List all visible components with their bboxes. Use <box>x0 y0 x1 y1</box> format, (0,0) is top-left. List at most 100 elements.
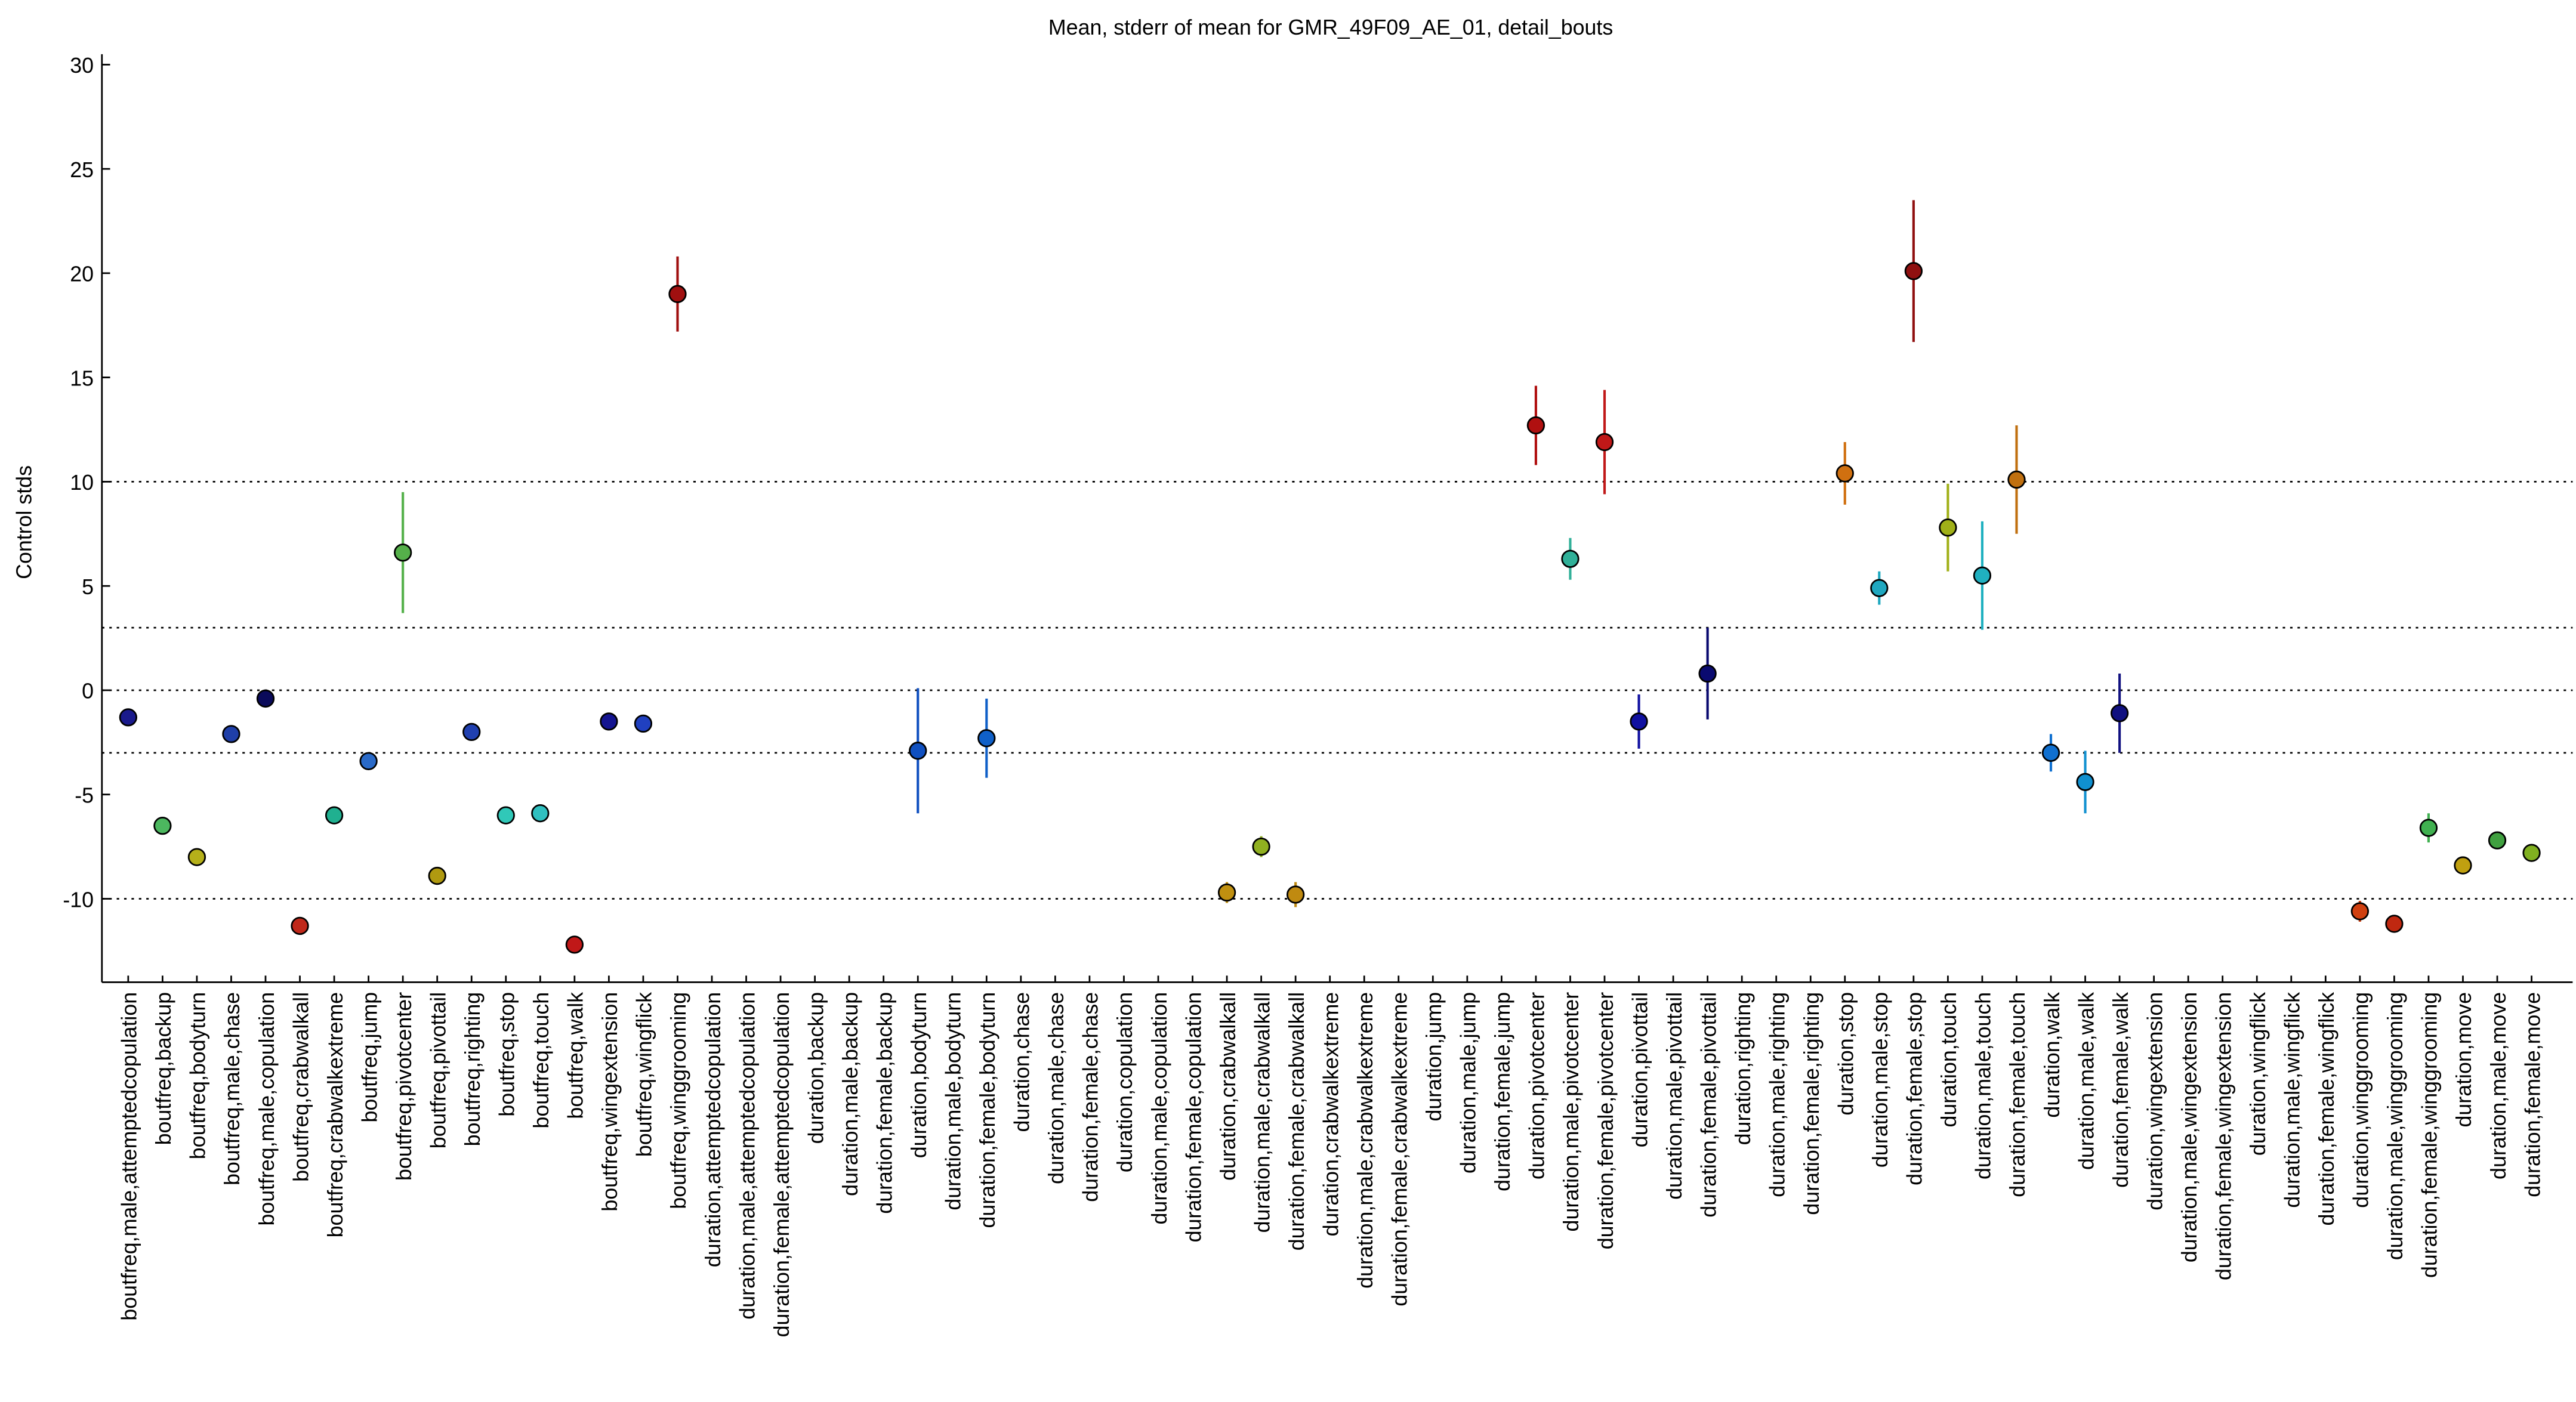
x-tick-label: duration,male,bodyturn <box>942 992 965 1210</box>
mean-marker <box>187 848 206 866</box>
chart-title: Mean, stderr of mean for GMR_49F09_AE_01… <box>1048 16 1613 39</box>
mean-marker <box>2076 773 2094 791</box>
x-tick-label: duration,touch <box>1937 992 1961 1128</box>
x-tick-label: duration,move <box>2452 992 2476 1128</box>
mean-marker <box>2454 856 2472 875</box>
mean-marker <box>428 866 446 885</box>
x-tick-label: duration,male,crabwalkall <box>1250 992 1274 1233</box>
x-tick-label: boutfreq,walk <box>564 992 588 1119</box>
mean-marker <box>359 752 378 770</box>
mean-marker <box>2385 915 2404 933</box>
mean-marker <box>462 722 481 742</box>
mean-marker <box>1698 664 1717 683</box>
mean-marker <box>153 817 172 835</box>
mean-marker <box>394 543 412 562</box>
mean-marker <box>2522 844 2541 862</box>
x-tick-label: duration,female,chase <box>1079 992 1103 1202</box>
x-tick-label: boutfreq,bodyturn <box>186 992 210 1159</box>
mean-marker <box>531 804 550 823</box>
y-axis-label: Control stds <box>12 465 36 579</box>
x-tick-label: duration,crabwalkextreme <box>1319 992 1343 1237</box>
x-tick-label: duration,wingextension <box>2143 992 2167 1210</box>
x-tick-label: duration,male,wingflick <box>2281 992 2304 1208</box>
x-tick-label: boutfreq,male,chase <box>220 992 244 1185</box>
mean-marker <box>1904 262 1923 280</box>
x-tick-label: duration,female,righting <box>1800 992 1824 1215</box>
x-tick-label: boutfreq,crabwalkextreme <box>323 992 347 1238</box>
y-tick-label: 15 <box>70 366 94 390</box>
mean-marker <box>256 689 275 708</box>
mean-marker <box>977 729 996 748</box>
x-tick-label: duration,female,crabwalkextreme <box>1388 992 1412 1307</box>
x-tick-label: duration,male,attemptedcopulation <box>735 992 759 1320</box>
mean-marker <box>668 285 687 303</box>
x-tick-label: duration,female,move <box>2521 992 2544 1197</box>
x-tick-label: boutfreq,jump <box>357 992 381 1123</box>
x-tick-label: boutfreq,wingflick <box>633 992 656 1157</box>
x-tick-label: boutfreq,male,copulation <box>255 992 279 1226</box>
x-tick-label: duration,male,move <box>2486 992 2510 1179</box>
y-tick-label: 25 <box>70 158 94 182</box>
x-tick-label: duration,jump <box>1422 992 1446 1122</box>
mean-marker <box>2007 470 2026 489</box>
mean-marker <box>1835 464 1854 483</box>
mean-marker <box>2110 704 2129 722</box>
x-tick-label: boutfreq,righting <box>461 992 485 1146</box>
mean-marker <box>1526 416 1545 435</box>
x-tick-label: duration,walk <box>2040 992 2064 1118</box>
mean-marker <box>1252 837 1270 856</box>
x-tick-label: duration,male,crabwalkextreme <box>1353 992 1377 1289</box>
x-tick-label: boutfreq,backup <box>152 992 175 1145</box>
x-tick-label: duration,male,copulation <box>1147 992 1171 1225</box>
x-tick-label: duration,pivottail <box>1628 992 1652 1147</box>
y-tick-label: -10 <box>63 888 94 912</box>
y-tick-label: 10 <box>70 471 94 495</box>
x-tick-label: boutfreq,crabwalkall <box>289 992 313 1182</box>
mean-marker <box>1561 549 1579 568</box>
x-tick-label: duration,female,jump <box>1491 992 1514 1191</box>
y-tick-label: 30 <box>70 54 94 78</box>
mean-marker <box>1630 712 1648 731</box>
x-tick-label: duration,wingflick <box>2246 992 2270 1156</box>
x-tick-label: duration,crabwalkall <box>1216 992 1240 1181</box>
mean-marker <box>1973 566 1992 585</box>
x-tick-label: duration,male,wingextension <box>2177 992 2201 1262</box>
x-tick-label: boutfreq,wingextension <box>598 992 622 1212</box>
x-tick-label: boutfreq,touch <box>529 992 553 1129</box>
y-tick-label: -5 <box>75 783 94 807</box>
x-tick-label: duration,male,righting <box>1765 992 1789 1197</box>
x-tick-label: duration,female,wingextension <box>2211 992 2235 1280</box>
x-tick-label: duration,male,touch <box>1972 992 1995 1179</box>
x-tick-label: boutfreq,pivottail <box>426 992 450 1148</box>
mean-marker <box>1287 885 1305 904</box>
y-tick-label: 0 <box>82 680 94 703</box>
x-tick-label: duration,female,winggrooming <box>2418 992 2442 1278</box>
mean-marker <box>1870 579 1889 597</box>
x-tick-label: duration,female,walk <box>2109 992 2133 1188</box>
x-tick-label: duration,female,copulation <box>1181 992 1205 1243</box>
x-tick-label: duration,male,winggrooming <box>2383 992 2407 1260</box>
x-tick-label: duration,female,stop <box>1903 992 1927 1185</box>
x-tick-label: duration,righting <box>1731 992 1755 1145</box>
mean-marker <box>1595 433 1614 452</box>
x-tick-label: duration,pivotcenter <box>1525 992 1549 1179</box>
x-tick-label: duration,male,backup <box>838 992 862 1196</box>
mean-marker <box>222 725 240 743</box>
mean-marker <box>325 806 344 824</box>
x-tick-label: duration,male,walk <box>2074 992 2098 1170</box>
x-tick-label: duration,attemptedcopulation <box>701 992 725 1267</box>
x-tick-label: duration,male,jump <box>1457 992 1480 1174</box>
x-tick-label: duration,stop <box>1834 992 1858 1116</box>
mean-marker <box>291 916 309 935</box>
x-tick-label: duration,male,stop <box>1868 992 1892 1168</box>
x-tick-label: duration,female,bodyturn <box>976 992 999 1228</box>
mean-marker <box>600 712 618 731</box>
x-tick-label: duration,chase <box>1010 992 1034 1132</box>
x-tick-label: duration,female,pivottail <box>1696 992 1720 1218</box>
mean-marker <box>496 806 515 824</box>
x-tick-label: duration,backup <box>804 992 828 1144</box>
x-tick-label: boutfreq,stop <box>495 992 519 1117</box>
x-tick-label: duration,female,wingflick <box>2315 992 2339 1226</box>
